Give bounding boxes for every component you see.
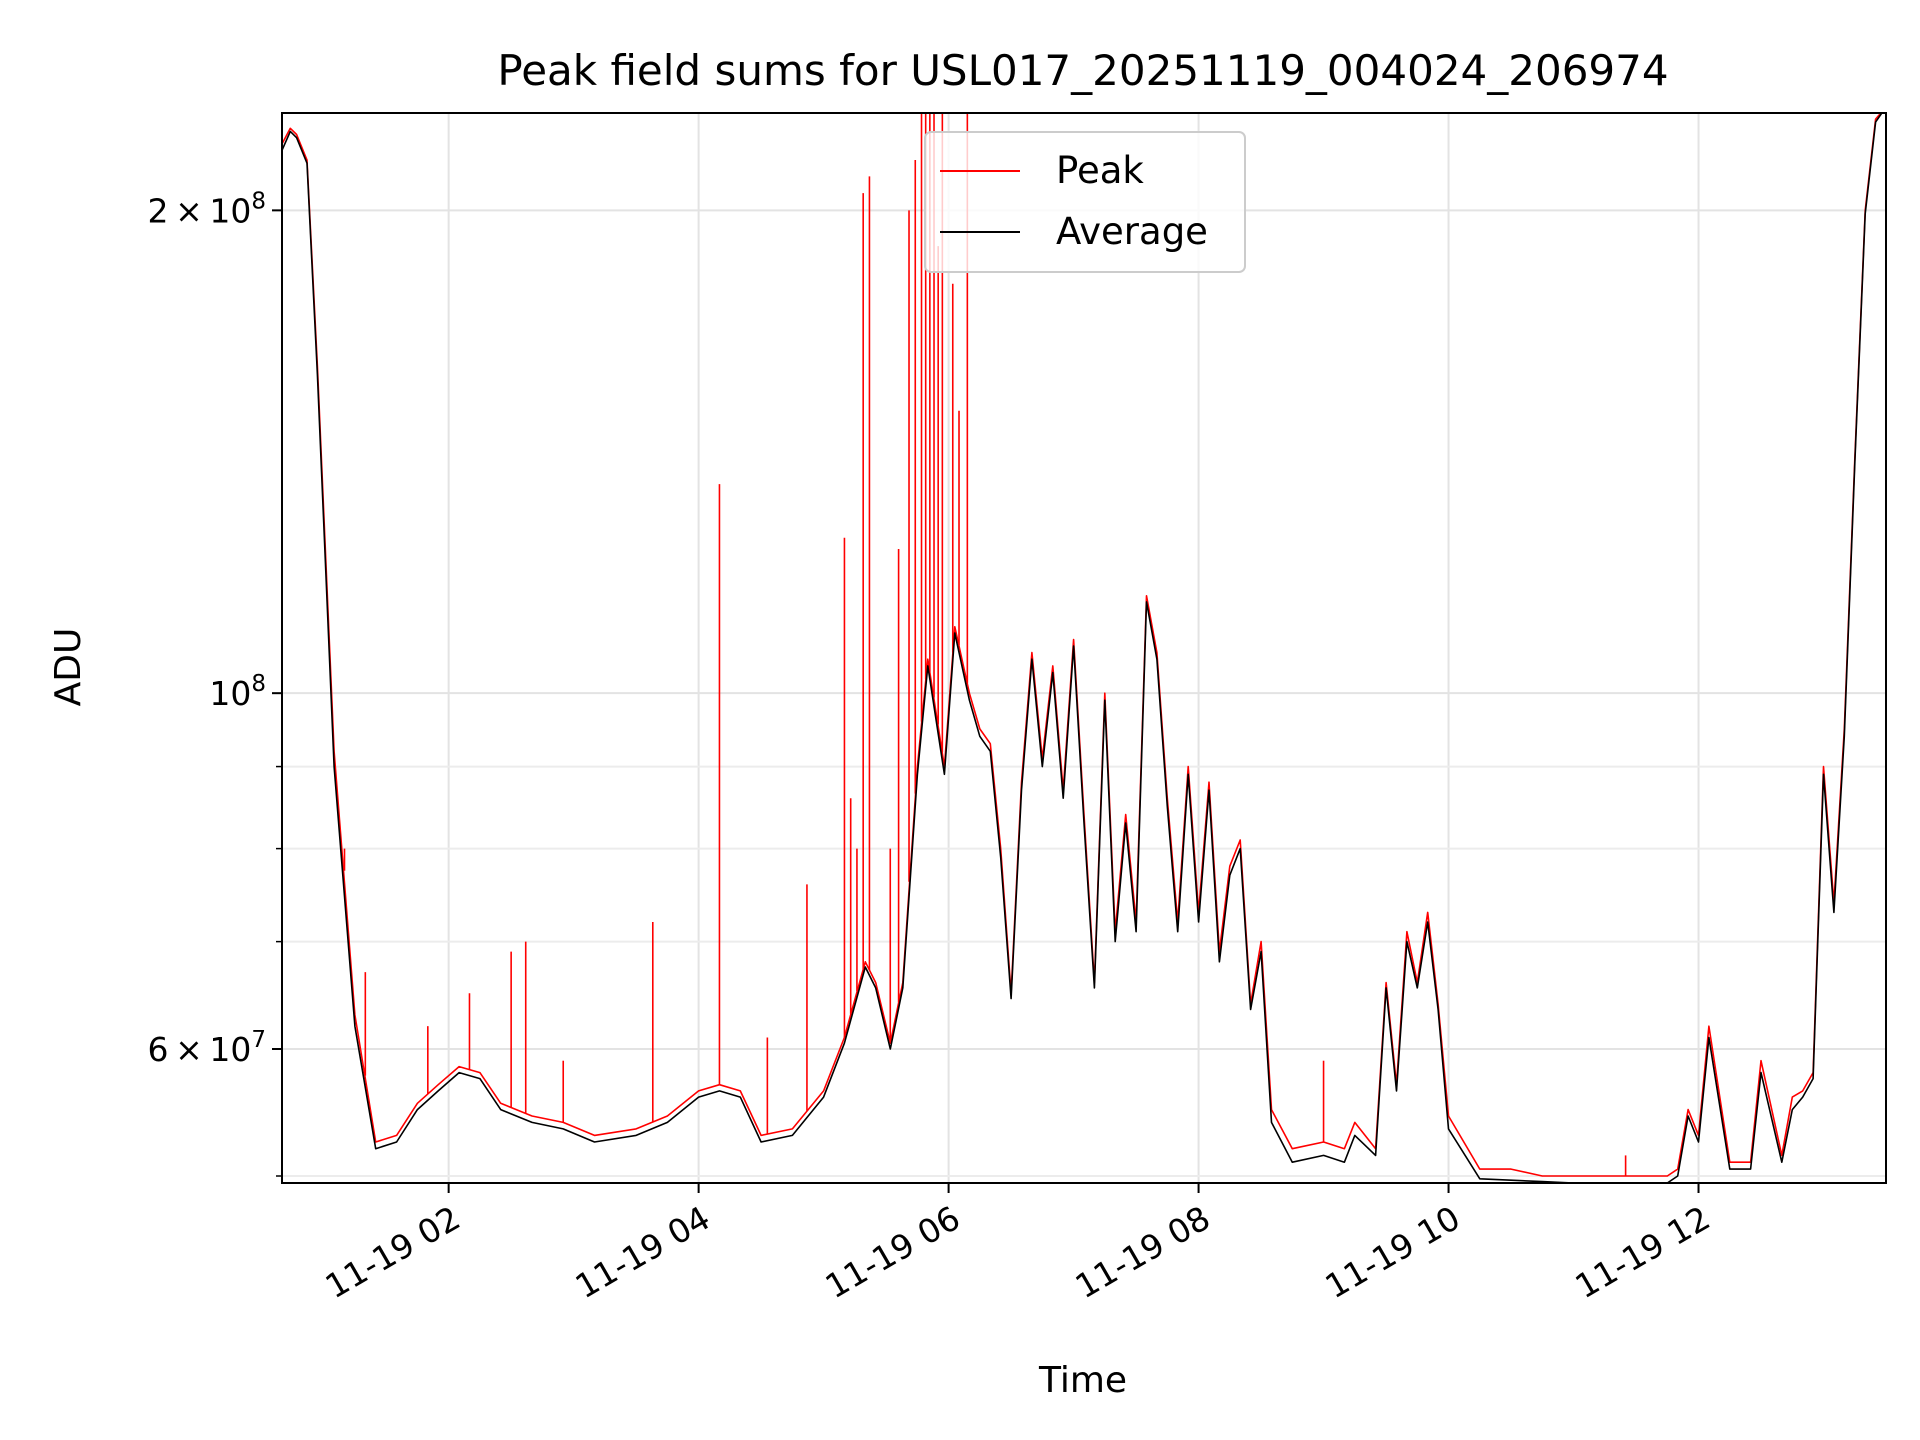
x-tick-label: 11-19 08 xyxy=(1069,1198,1217,1306)
y-tick-label: 2 × 108 xyxy=(148,188,266,230)
x-tick-label: 11-19 12 xyxy=(1569,1198,1717,1306)
x-axis-label: Time xyxy=(1038,1360,1127,1401)
legend: Peak Average xyxy=(924,131,1246,273)
y-tick-label-base: 10 xyxy=(209,674,251,713)
grid xyxy=(282,113,1886,1183)
x-tick-label: 11-19 04 xyxy=(569,1198,717,1306)
x-tick-label: 11-19 02 xyxy=(319,1198,467,1306)
legend-label-average: Average xyxy=(1056,210,1208,253)
y-tick-label-exponent: 7 xyxy=(251,1027,266,1053)
y-tick-label-base: 6 × 10 xyxy=(148,1030,252,1069)
axes-frame xyxy=(281,112,1887,1184)
x-tick-label: 11-19 10 xyxy=(1319,1198,1467,1306)
y-tick-label: 108 xyxy=(209,671,266,713)
legend-label-peak: Peak xyxy=(1056,149,1144,192)
y-tick-label-base: 2 × 10 xyxy=(148,191,252,230)
y-tick-label: 6 × 107 xyxy=(148,1027,266,1069)
series-line-average xyxy=(282,113,1883,1183)
x-tick-label: 11-19 06 xyxy=(819,1198,967,1306)
legend-box xyxy=(924,131,1246,273)
y-tick-label-exponent: 8 xyxy=(251,671,266,697)
y-tick-label-exponent: 8 xyxy=(251,188,266,214)
y-axis-label: ADU xyxy=(48,628,89,707)
axes: 11-19 02 11-19 04 11-19 06 11-19 08 11-19 10… xyxy=(148,112,1887,1306)
chart-title: Peak field sums for USL017_20251119_0040… xyxy=(497,46,1668,95)
